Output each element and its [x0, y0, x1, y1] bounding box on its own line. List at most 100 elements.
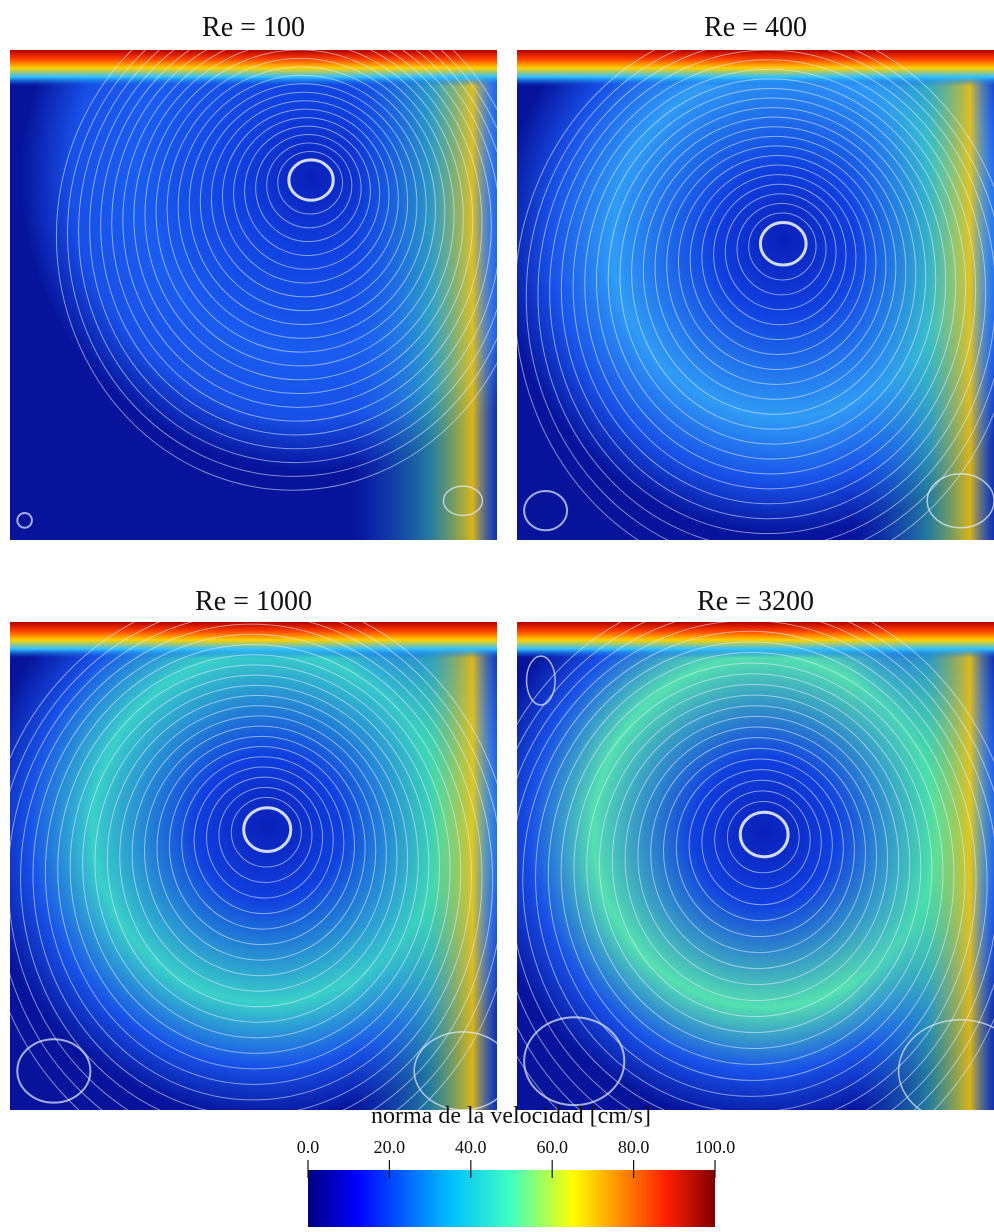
streamline [701, 779, 822, 906]
streamline [549, 50, 987, 535]
streamline [758, 221, 808, 267]
streamline [20, 623, 483, 1110]
streamline [666, 145, 887, 385]
streamline [168, 746, 355, 946]
streamline [287, 158, 335, 202]
streamline [277, 150, 344, 215]
corner-eddy [442, 485, 484, 517]
streamline [233, 117, 381, 270]
streamline [611, 705, 900, 1018]
corner-eddy [525, 655, 556, 706]
streamline [199, 91, 409, 312]
streamline [221, 108, 390, 284]
streamline [586, 683, 922, 1049]
colorbar-tick-label: 100.0 [695, 1137, 736, 1157]
streamline [619, 107, 927, 445]
streamline [166, 66, 437, 353]
streamline [547, 651, 955, 1097]
corner-eddy [413, 1031, 497, 1110]
streamline [144, 725, 377, 977]
streamline [535, 641, 966, 1110]
panel-title: Re = 3200 [697, 586, 814, 617]
streamline [144, 50, 455, 381]
streamline [188, 83, 418, 325]
streamline [631, 116, 917, 430]
panel-title: Re = 1000 [195, 586, 312, 617]
streamline [675, 758, 844, 938]
streamline [218, 786, 313, 884]
streamline [595, 87, 947, 475]
streamline [736, 202, 827, 296]
wall-jet [10, 50, 497, 540]
streamline [738, 810, 790, 859]
streamline [156, 735, 366, 961]
streamline [106, 695, 409, 1023]
streamline [654, 135, 897, 400]
streamline [560, 662, 944, 1081]
streamline [133, 50, 464, 394]
streamline [111, 50, 483, 422]
flow-panel [517, 622, 994, 1110]
corner-eddy [897, 1018, 994, 1110]
streamline [122, 50, 474, 408]
streamline [607, 97, 937, 460]
streamline [242, 806, 293, 853]
streamline [713, 183, 847, 326]
flow-panel [517, 50, 994, 540]
lid-layer [10, 50, 497, 86]
streamline [726, 801, 800, 874]
streamline [642, 126, 907, 415]
streamline [517, 622, 988, 1110]
streamline [662, 747, 855, 954]
colorbar-tick-label: 0.0 [297, 1137, 320, 1157]
streamline [266, 142, 353, 229]
streamline [525, 50, 994, 540]
streamline [537, 50, 994, 540]
streamline [155, 57, 446, 367]
colorbar-gradient [308, 1170, 715, 1227]
streamline [131, 715, 387, 992]
colorbar-tick-label: 20.0 [374, 1137, 406, 1157]
streamline [69, 664, 440, 1070]
lid-layer [517, 50, 994, 86]
panel-title: Re = 100 [202, 12, 305, 43]
streamline [89, 50, 497, 450]
streamline [56, 50, 497, 491]
streamline [230, 797, 302, 868]
streamline [677, 154, 877, 370]
corner-eddy [16, 1038, 92, 1104]
lid-layer [10, 622, 497, 658]
streamline [255, 134, 362, 243]
streamline [748, 212, 817, 281]
streamline [119, 705, 398, 1008]
streamline [44, 643, 462, 1101]
streamline [599, 694, 911, 1033]
streamline [724, 193, 837, 311]
corner-eddy [16, 512, 33, 529]
streamline [193, 766, 334, 915]
colorbar-tick-label: 80.0 [618, 1137, 650, 1157]
streamline [244, 125, 371, 256]
streamline [177, 74, 427, 339]
streamline [78, 50, 497, 464]
streamline [32, 633, 472, 1110]
streamline [10, 622, 494, 1110]
wall-jet [517, 50, 994, 540]
streamline [67, 50, 497, 477]
streamline [714, 790, 811, 890]
streamline [637, 726, 878, 986]
streamline [573, 673, 933, 1065]
corner-eddy [523, 1016, 626, 1107]
streamline [624, 715, 889, 1002]
streamline [572, 68, 967, 505]
colorbar-tick-label: 40.0 [455, 1137, 487, 1157]
streamline [57, 654, 451, 1085]
streamline [650, 737, 867, 970]
streamline [100, 50, 492, 436]
colorbar-tick-label: 60.0 [536, 1137, 568, 1157]
streamline [181, 756, 345, 930]
panels: Re = 100 Re = 400 Re = 1000 Re = 3200 [10, 12, 994, 1110]
streamline [94, 684, 419, 1039]
